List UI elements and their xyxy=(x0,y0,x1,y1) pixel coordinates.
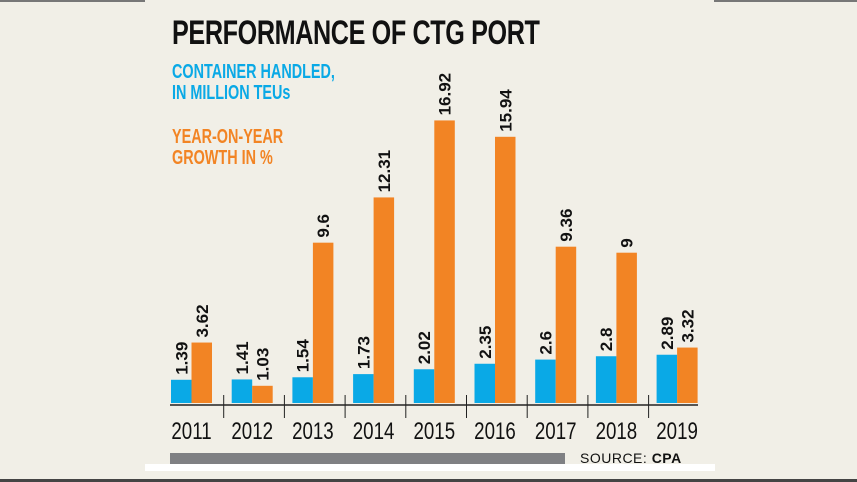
x-tick-label: 2012 xyxy=(231,418,273,445)
legend-line: IN MILLION TEUs xyxy=(172,82,291,104)
data-label: 9 xyxy=(618,238,637,247)
bar-container-2011 xyxy=(171,379,192,403)
bar-growth-2014 xyxy=(373,197,395,403)
data-label: 1.03 xyxy=(253,348,272,381)
bottom-strip xyxy=(145,464,715,471)
legend-growth: YEAR-ON-YEAR GROWTH IN % xyxy=(172,127,283,169)
bar-growth-2016 xyxy=(495,136,516,403)
data-label: 3.62 xyxy=(193,304,212,337)
source-bar xyxy=(170,453,565,464)
bar-container-2014 xyxy=(353,374,374,403)
bar-growth-2018 xyxy=(616,252,637,403)
data-label: 9.6 xyxy=(314,214,333,238)
data-label: 2.02 xyxy=(415,331,434,364)
x-tick-label: 2017 xyxy=(535,418,577,445)
source-label: SOURCE: xyxy=(580,450,648,466)
source-note: SOURCE: CPA xyxy=(580,450,682,466)
data-label: 2.35 xyxy=(476,326,495,359)
bar-growth-2011 xyxy=(191,342,212,403)
bar-growth-2015 xyxy=(434,120,455,403)
bar-container-2019 xyxy=(656,354,678,403)
legend-container-handled: CONTAINER HANDLED, IN MILLION TEUs xyxy=(172,62,335,104)
x-tick-label: 2013 xyxy=(292,418,334,445)
legend-line: YEAR-ON-YEAR xyxy=(172,126,284,148)
x-tick-label: 2016 xyxy=(474,418,516,445)
data-label: 1.73 xyxy=(354,336,373,369)
data-label: 1.39 xyxy=(172,342,191,375)
data-label: 2.8 xyxy=(597,328,616,352)
bar-growth-2019 xyxy=(677,347,698,403)
bar-container-2016 xyxy=(474,363,495,403)
data-label: 3.32 xyxy=(678,309,697,342)
legend-line: CONTAINER HANDLED, xyxy=(172,61,335,83)
chart-title: PERFORMANCE OF CTG PORT xyxy=(172,14,540,52)
x-tick-label: 2011 xyxy=(171,418,211,445)
data-label: 2.89 xyxy=(658,317,677,350)
bar-container-2015 xyxy=(413,369,435,403)
legend-line: GROWTH IN % xyxy=(172,147,273,169)
top-border-left xyxy=(0,0,145,2)
x-tick-label: 2015 xyxy=(413,418,455,445)
data-label: 16.92 xyxy=(436,73,455,116)
x-tick-label: 2018 xyxy=(596,418,638,445)
bar-growth-2017 xyxy=(555,246,577,403)
data-label: 9.36 xyxy=(557,209,576,242)
top-border-right xyxy=(714,0,857,2)
data-label: 2.6 xyxy=(536,331,555,355)
data-label: 15.94 xyxy=(496,89,515,132)
data-label: 1.54 xyxy=(294,339,313,373)
data-label: 1.41 xyxy=(233,341,252,374)
bottom-border xyxy=(0,479,857,482)
bar-container-2017 xyxy=(535,359,556,403)
x-tick-label: 2019 xyxy=(656,418,698,445)
bar-growth-2013 xyxy=(312,242,334,403)
x-tick-label: 2014 xyxy=(353,418,395,445)
bar-container-2013 xyxy=(292,377,313,403)
data-label: 12.31 xyxy=(375,150,394,193)
source-name: CPA xyxy=(651,450,682,466)
bar-growth-2012 xyxy=(252,385,273,403)
bar-container-2018 xyxy=(595,356,617,403)
bar-container-2012 xyxy=(231,379,253,403)
